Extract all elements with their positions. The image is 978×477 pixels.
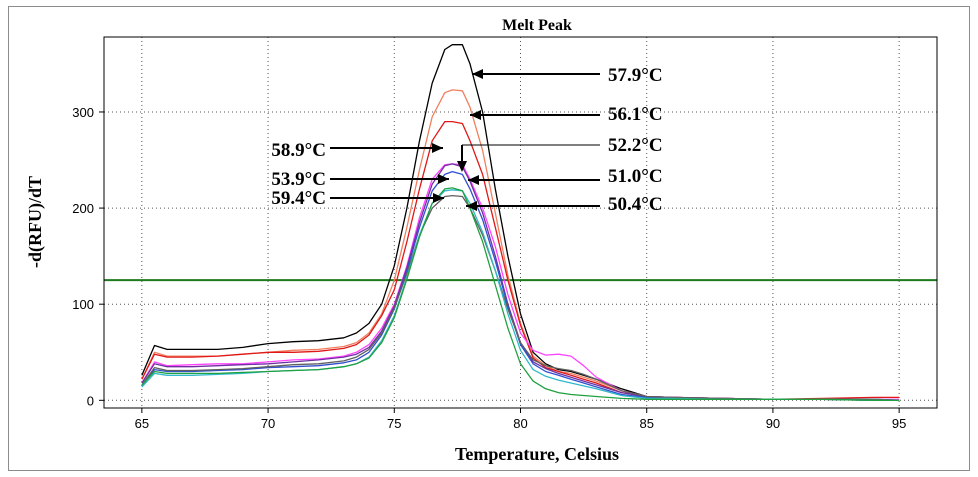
annotation-label: 58.9°C: [271, 140, 326, 161]
arrow-head: [466, 201, 477, 211]
annotations: 57.9°C 56.1°C 52.2°C 58.9°C 53.9°C 51.0°C 59.4…: [271, 65, 662, 215]
series-line-1: [141, 44, 900, 401]
series-group: [141, 44, 900, 401]
annotation-label: 51.0°C: [608, 166, 663, 187]
annotation-label: 53.9°C: [271, 169, 326, 190]
x-tick-label: 95: [892, 416, 906, 431]
x-axis-title: Temperature, Celsius: [455, 444, 619, 464]
arrow-head: [432, 143, 443, 153]
annotation-label: 57.9°C: [608, 65, 663, 86]
arrow-head: [468, 175, 479, 185]
x-tick-label: 65: [135, 416, 149, 431]
annotation-label: 56.1°C: [608, 104, 663, 125]
arrow-head: [470, 110, 481, 120]
annotation-label: 52.2°C: [608, 135, 663, 156]
axis-ticks: 65 70 75 80 85 90 95 0 100 200 300: [72, 105, 906, 431]
grid: [104, 37, 937, 408]
x-tick-label: 70: [261, 416, 275, 431]
plot-area-border: [103, 36, 938, 409]
x-tick-label: 80: [513, 416, 527, 431]
x-tick-label: 90: [766, 416, 780, 431]
series-line-6: [141, 170, 900, 401]
y-tick-label: 100: [72, 297, 94, 312]
chart-title: Melt Peak: [502, 17, 572, 34]
y-tick-label: 300: [72, 105, 94, 120]
arrow-head: [438, 174, 449, 184]
x-tick-label: 85: [639, 416, 653, 431]
y-tick-label: 200: [72, 201, 94, 216]
series-line-7: [141, 194, 900, 401]
annotation-label: 50.4°C: [608, 194, 663, 215]
y-tick-label: 0: [87, 393, 94, 408]
annotation-label: 59.4°C: [271, 188, 326, 209]
arrow-head: [472, 69, 483, 79]
arrow-head: [457, 161, 467, 172]
arrow-head: [433, 193, 444, 203]
x-tick-label: 75: [387, 416, 401, 431]
series-line-9: [141, 187, 900, 401]
y-axis-title: -d(RFU)/dT: [25, 176, 46, 268]
